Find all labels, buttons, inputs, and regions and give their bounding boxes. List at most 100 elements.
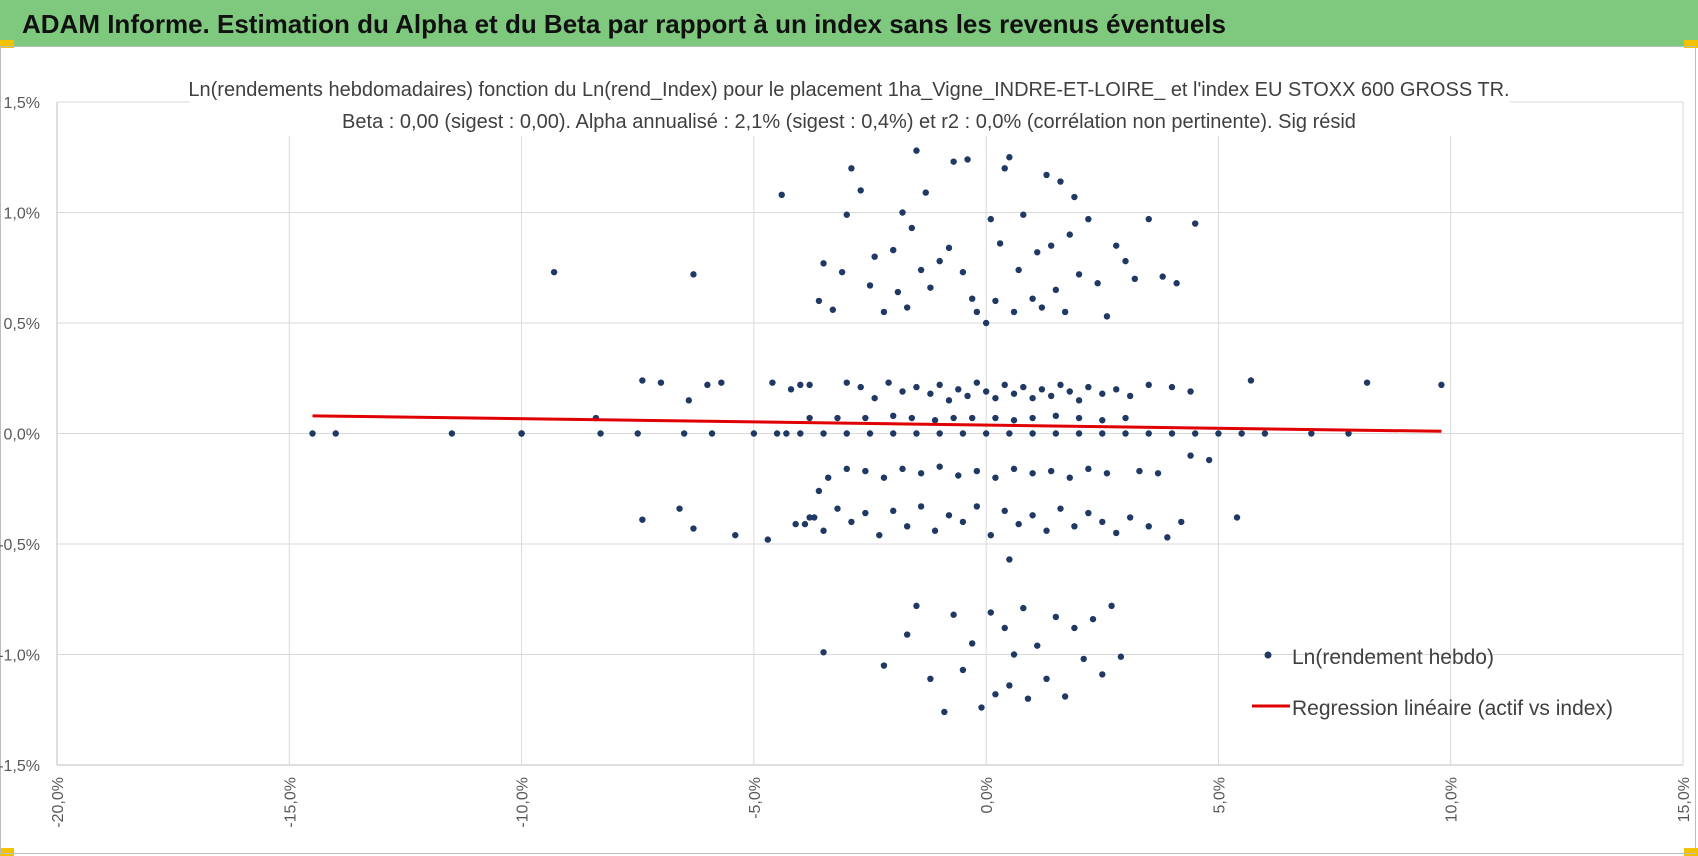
data-point <box>657 379 665 386</box>
data-point <box>982 388 990 395</box>
data-point <box>843 465 850 473</box>
data-point <box>309 430 316 437</box>
x-tick-label: -15,0% <box>282 777 299 828</box>
data-point <box>922 189 929 196</box>
data-point <box>1192 430 1199 437</box>
data-point <box>945 512 953 519</box>
data-point <box>1089 615 1097 623</box>
data-point <box>1178 518 1185 526</box>
data-point <box>1034 642 1041 649</box>
data-point <box>1075 414 1083 422</box>
data-point <box>927 284 934 291</box>
data-point <box>550 268 558 276</box>
chart-title-line1: Ln(rendements hebdomadaires) fonction du… <box>188 79 1509 101</box>
data-point <box>908 224 916 232</box>
data-point <box>1020 383 1027 391</box>
data-point <box>885 379 892 386</box>
data-point <box>1001 381 1008 389</box>
data-point <box>969 640 976 647</box>
data-point <box>1168 430 1176 437</box>
data-point <box>936 381 943 389</box>
data-point <box>1187 452 1194 459</box>
data-point <box>1057 505 1064 512</box>
data-point <box>1108 602 1115 610</box>
data-point <box>1215 430 1222 437</box>
data-point <box>820 430 827 437</box>
title-background <box>190 70 1510 136</box>
data-point <box>899 388 906 395</box>
data-point <box>857 187 864 194</box>
data-point <box>876 531 883 539</box>
data-point <box>959 268 967 276</box>
data-point <box>1001 507 1008 515</box>
data-point <box>1001 165 1008 172</box>
data-point <box>1066 388 1073 395</box>
data-point <box>1113 386 1120 393</box>
data-point <box>634 430 641 437</box>
x-tick-label: -10,0% <box>515 777 532 828</box>
data-point <box>750 430 758 437</box>
data-point <box>1117 653 1125 660</box>
report-header: ADAM Informe. Estimation du Alpha et du … <box>0 0 1698 46</box>
data-point <box>518 430 525 437</box>
corner-marker-top-left <box>0 40 14 48</box>
data-point <box>1136 467 1143 475</box>
data-point <box>1020 604 1027 612</box>
data-point <box>964 156 971 163</box>
data-point <box>1066 231 1073 238</box>
data-point <box>1080 655 1087 663</box>
data-point <box>1061 308 1069 316</box>
data-point <box>1052 430 1060 437</box>
data-point <box>1029 295 1036 302</box>
data-point <box>1173 280 1180 287</box>
data-point <box>890 412 897 420</box>
data-point <box>718 379 725 386</box>
data-point <box>1047 392 1055 400</box>
data-point <box>1438 381 1445 389</box>
data-point <box>787 386 795 393</box>
data-point <box>1126 392 1134 400</box>
data-point <box>815 487 823 495</box>
data-point <box>982 430 990 437</box>
x-tick-label: -20,0% <box>50 777 67 828</box>
data-point <box>1043 527 1050 534</box>
data-point <box>1308 430 1315 437</box>
data-point <box>913 147 920 154</box>
data-point <box>820 527 827 534</box>
data-point <box>1113 242 1120 249</box>
data-point <box>1145 430 1152 437</box>
data-point <box>1103 470 1111 477</box>
data-point <box>871 394 878 402</box>
regression-line <box>312 414 1442 433</box>
data-point <box>899 465 906 473</box>
corner-marker-bottom-left <box>0 848 14 856</box>
grid-lines <box>56 101 1684 766</box>
data-point <box>801 520 809 528</box>
data-point <box>690 271 697 278</box>
data-point <box>992 394 999 402</box>
x-tick-label: 10,0% <box>1444 777 1461 822</box>
data-point <box>1113 529 1120 537</box>
data-point <box>1164 534 1171 541</box>
data-point <box>936 257 943 265</box>
data-point <box>1233 514 1241 521</box>
report-title: ADAM Informe. Estimation du Alpha et du … <box>22 9 1226 39</box>
data-point <box>996 240 1004 247</box>
data-point <box>950 158 957 165</box>
data-points <box>309 147 1445 716</box>
data-point <box>1168 383 1176 391</box>
data-point <box>959 666 967 674</box>
data-point <box>1015 266 1022 274</box>
data-point <box>1075 430 1083 437</box>
data-point <box>824 474 832 481</box>
x-tick-label: -5,0% <box>747 777 764 819</box>
data-point <box>806 414 813 422</box>
data-point <box>927 390 934 397</box>
data-point <box>950 414 957 422</box>
data-point <box>913 383 920 391</box>
x-tick-label: 5,0% <box>1211 777 1228 813</box>
data-point <box>1192 220 1199 227</box>
data-point <box>913 430 920 437</box>
data-point <box>1075 271 1083 278</box>
data-point <box>1085 509 1092 517</box>
